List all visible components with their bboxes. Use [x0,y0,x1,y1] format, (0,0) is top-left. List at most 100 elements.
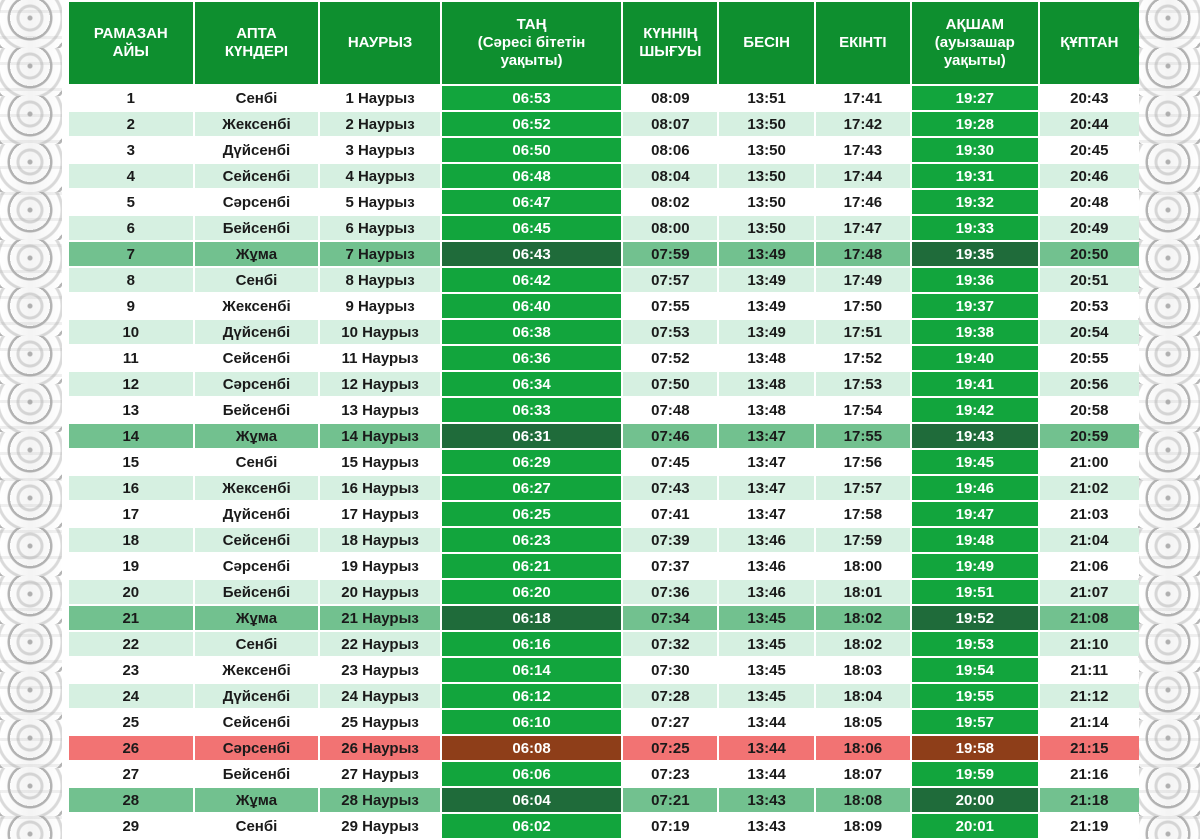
cell-dawn: 06:36 [441,346,622,370]
cell-sunrise: 07:37 [623,554,718,578]
ramadan-schedule-table: РАМАЗАН АЙЫ АПТА КҮНДЕРІ НАУРЫЗ ТАҢ (Сәресі… [67,0,1141,840]
cell-evening: 20:00 [911,788,1038,812]
cell-noon: 13:50 [719,216,814,240]
cell-sunrise: 07:46 [623,424,718,448]
cell-night: 20:45 [1039,138,1139,162]
cell-dawn: 06:14 [441,658,622,682]
cell-noon: 13:50 [719,164,814,188]
cell-weekday: Сәрсенбі [194,190,319,214]
cell-weekday: Сәрсенбі [194,372,319,396]
table-row: 28 Жұма 28 Наурыз 06:04 07:21 13:43 18:08 20:00… [69,788,1139,812]
cell-day: 5 [69,190,193,214]
cell-day: 19 [69,554,193,578]
cell-date: 2 Наурыз [320,112,440,136]
table-row: 3 Дүйсенбі 3 Наурыз 06:50 08:06 13:50 17:43 19:… [69,138,1139,162]
cell-date: 27 Наурыз [320,762,440,786]
cell-day: 25 [69,710,193,734]
cell-sunrise: 07:27 [623,710,718,734]
cell-day: 24 [69,684,193,708]
cell-weekday: Дүйсенбі [194,320,319,344]
cell-afternoon: 17:54 [815,398,910,422]
cell-dawn: 06:43 [441,242,622,266]
cell-evening: 19:31 [911,164,1038,188]
table-row: 8 Сенбі 8 Наурыз 06:42 07:57 13:49 17:49 19:36 2… [69,268,1139,292]
header-date-line1: НАУРЫЗ [347,34,413,51]
cell-dawn: 06:50 [441,138,622,162]
header-dawn: ТАҢ (Сәресі бітетін уақыты) [441,2,622,84]
cell-sunrise: 07:23 [623,762,718,786]
cell-evening: 19:40 [911,346,1038,370]
table-row: 17 Дүйсенбі 17 Наурыз 06:25 07:41 13:47 17:58 1… [69,502,1139,526]
cell-afternoon: 18:02 [815,606,910,630]
table-row: 18 Сейсенбі 18 Наурыз 06:23 07:39 13:46 17:59 1… [69,528,1139,552]
header-dawn-line1: ТАҢ [516,16,547,33]
cell-date: 19 Наурыз [320,554,440,578]
table-row: 1 Сенбі 1 Наурыз 06:53 08:09 13:51 17:41 19:27 2… [69,86,1139,110]
cell-day: 15 [69,450,193,474]
cell-sunrise: 08:07 [623,112,718,136]
cell-day: 3 [69,138,193,162]
table-row: 27 Бейсенбі 27 Наурыз 06:06 07:23 13:44 18:07 1… [69,762,1139,786]
cell-night: 21:19 [1039,814,1139,838]
cell-noon: 13:45 [719,684,814,708]
cell-day: 9 [69,294,193,318]
cell-noon: 13:47 [719,476,814,500]
cell-date: 10 Наурыз [320,320,440,344]
cell-afternoon: 18:01 [815,580,910,604]
schedule-body: 1 Сенбі 1 Наурыз 06:53 08:09 13:51 17:41 19:27 2… [69,86,1139,838]
cell-night: 21:00 [1039,450,1139,474]
cell-date: 9 Наурыз [320,294,440,318]
cell-weekday: Сенбі [194,450,319,474]
cell-weekday: Жексенбі [194,658,319,682]
cell-date: 23 Наурыз [320,658,440,682]
cell-afternoon: 18:00 [815,554,910,578]
cell-weekday: Сейсенбі [194,710,319,734]
table-row: 7 Жұма 7 Наурыз 06:43 07:59 13:49 17:48 19:35 20… [69,242,1139,266]
table-row: 24 Дүйсенбі 24 Наурыз 06:12 07:28 13:45 18:04 1… [69,684,1139,708]
cell-dawn: 06:38 [441,320,622,344]
cell-night: 21:18 [1039,788,1139,812]
cell-evening: 19:54 [911,658,1038,682]
left-ornament-border [0,0,62,839]
cell-date: 7 Наурыз [320,242,440,266]
cell-afternoon: 18:05 [815,710,910,734]
cell-afternoon: 17:46 [815,190,910,214]
header-sunrise: КҮННІҢ ШЫҒУЫ [623,2,718,84]
cell-night: 20:48 [1039,190,1139,214]
cell-weekday: Сенбі [194,814,319,838]
cell-noon: 13:50 [719,138,814,162]
header-weekday: АПТА КҮНДЕРІ [194,2,319,84]
cell-evening: 19:57 [911,710,1038,734]
cell-afternoon: 17:41 [815,86,910,110]
cell-weekday: Сейсенбі [194,164,319,188]
cell-day: 22 [69,632,193,656]
cell-sunrise: 07:48 [623,398,718,422]
cell-noon: 13:43 [719,814,814,838]
cell-day: 28 [69,788,193,812]
cell-afternoon: 18:03 [815,658,910,682]
cell-dawn: 06:02 [441,814,622,838]
cell-night: 20:59 [1039,424,1139,448]
table-row: 4 Сейсенбі 4 Наурыз 06:48 08:04 13:50 17:44 19:… [69,164,1139,188]
table-row: 29 Сенбі 29 Наурыз 06:02 07:19 13:43 18:09 20:0… [69,814,1139,838]
cell-weekday: Бейсенбі [194,398,319,422]
cell-day: 12 [69,372,193,396]
cell-date: 8 Наурыз [320,268,440,292]
header-noon: БЕСІН [719,2,814,84]
cell-sunrise: 07:57 [623,268,718,292]
header-date: НАУРЫЗ [320,2,440,84]
cell-evening: 19:48 [911,528,1038,552]
cell-date: 15 Наурыз [320,450,440,474]
cell-sunrise: 07:36 [623,580,718,604]
cell-evening: 19:33 [911,216,1038,240]
table-row: 25 Сейсенбі 25 Наурыз 06:10 07:27 13:44 18:05 1… [69,710,1139,734]
cell-sunrise: 08:04 [623,164,718,188]
cell-date: 21 Наурыз [320,606,440,630]
table-row: 19 Сәрсенбі 19 Наурыз 06:21 07:37 13:46 18:00 1… [69,554,1139,578]
header-evening-line3: уақыты) [943,52,1006,69]
cell-dawn: 06:33 [441,398,622,422]
cell-weekday: Дүйсенбі [194,502,319,526]
cell-dawn: 06:53 [441,86,622,110]
cell-evening: 20:01 [911,814,1038,838]
cell-evening: 19:49 [911,554,1038,578]
